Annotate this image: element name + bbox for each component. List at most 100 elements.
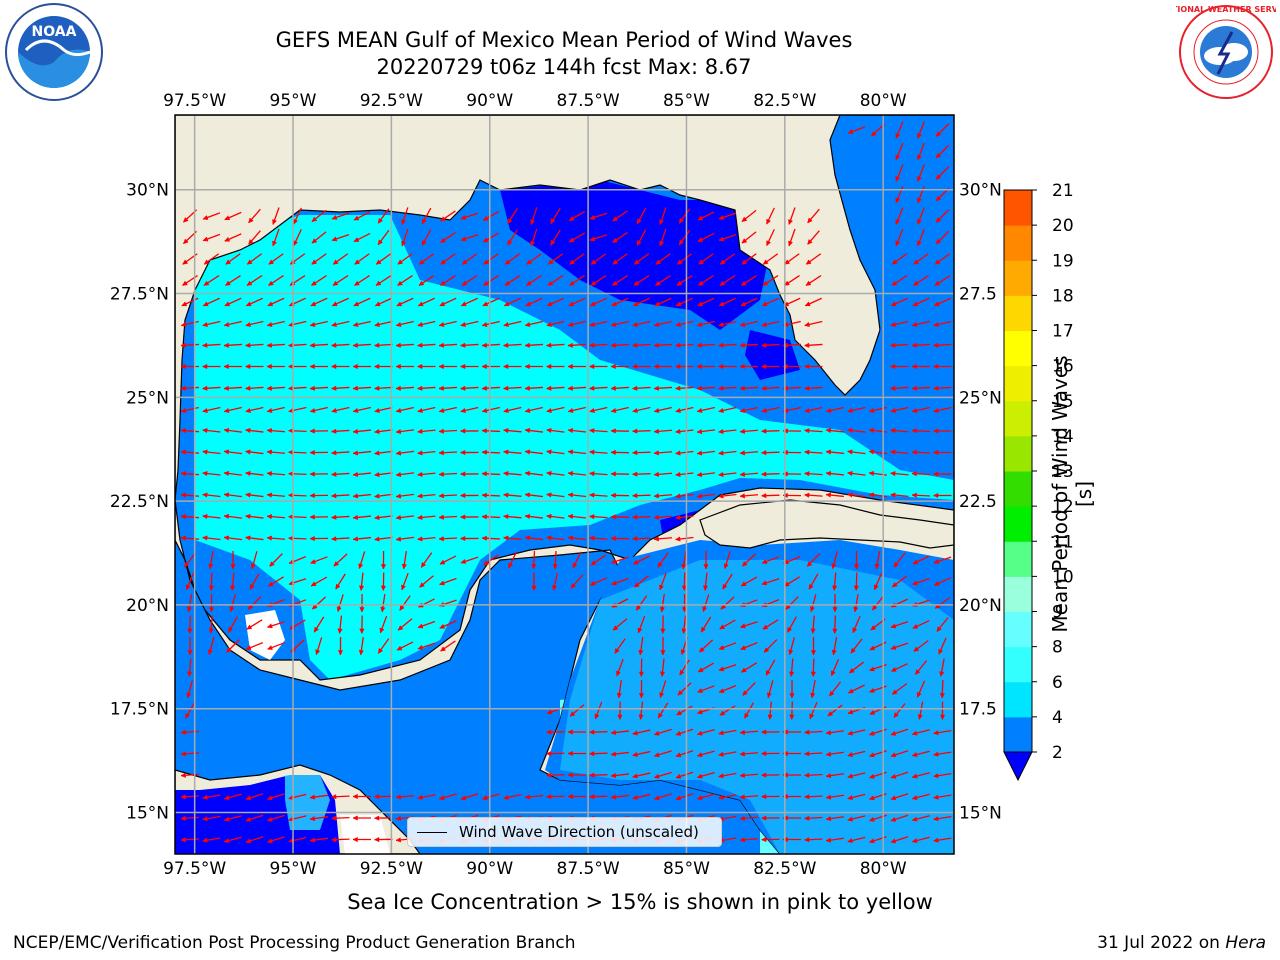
wave-direction-arrowhead — [352, 815, 358, 821]
wave-direction-arrowhead — [417, 301, 424, 307]
wave-direction-arrowhead — [610, 794, 617, 800]
wave-direction-arrowhead — [696, 342, 702, 348]
wave-direction-arrowhead — [893, 712, 899, 718]
lon-tick-label-bottom: 87.5°W — [557, 859, 620, 879]
wave-direction-arrowhead — [567, 342, 573, 348]
wave-direction-arrowhead — [917, 240, 922, 247]
wave-direction-arrowhead — [889, 428, 896, 434]
wave-direction-arrowhead — [546, 470, 552, 477]
wave-direction-arrowhead — [891, 259, 898, 265]
wave-direction-arrowhead — [359, 628, 365, 635]
wave-direction-arrowhead — [932, 428, 939, 434]
wave-direction-arrowhead — [418, 280, 425, 286]
wave-direction-arrowhead — [266, 838, 273, 844]
wave-direction-arrowhead — [331, 321, 337, 327]
wave-direction-arrowhead — [439, 623, 446, 629]
wave-direction-arrowhead — [267, 301, 274, 307]
wave-direction-arrowhead — [416, 428, 423, 435]
wave-direction-arrowhead — [657, 561, 663, 568]
wave-direction-arrowhead — [309, 794, 316, 800]
wave-direction-arrowhead — [223, 535, 230, 541]
wave-direction-arrowhead — [352, 536, 359, 542]
wave-direction-arrowhead — [680, 649, 686, 656]
wave-direction-arrowhead — [939, 671, 945, 677]
wave-direction-arrowhead — [718, 321, 724, 327]
wave-direction-arrowhead — [868, 687, 875, 693]
wave-direction-arrowhead — [311, 259, 318, 265]
wave-direction-arrowhead — [674, 536, 681, 542]
lon-tick-label-top: 95°W — [270, 91, 317, 111]
wave-direction-arrowhead — [891, 280, 898, 286]
wave-direction-arrowhead — [912, 280, 919, 286]
wave-direction-arrowhead — [395, 536, 402, 542]
wave-direction-arrowhead — [935, 195, 942, 202]
wave-direction-arrowhead — [933, 730, 939, 736]
wave-direction-arrowhead — [416, 385, 423, 391]
wave-direction-arrowhead — [438, 450, 444, 456]
wave-direction-arrowhead — [719, 710, 726, 716]
wave-direction-arrowhead — [848, 667, 855, 674]
wave-direction-arrowhead — [460, 558, 467, 564]
lon-tick-label-top: 90°W — [466, 91, 513, 111]
wave-direction-arrowhead — [889, 449, 896, 455]
wave-direction-arrowhead — [589, 301, 596, 307]
wave-direction-arrowhead — [847, 837, 853, 844]
wave-direction-arrowhead — [266, 623, 273, 629]
wave-direction-arrowhead — [589, 407, 595, 413]
wave-direction-arrowhead — [201, 470, 208, 477]
wave-direction-arrowhead — [247, 604, 254, 610]
wave-direction-arrowhead — [335, 583, 341, 590]
wave-direction-arrowhead — [807, 217, 813, 224]
lon-tick-label-bottom: 82.5°W — [753, 859, 816, 879]
wave-direction-arrowhead — [266, 535, 272, 541]
colorbar-segment — [1004, 541, 1032, 577]
wave-direction-arrowhead — [933, 773, 939, 779]
wave-direction-arrowhead — [545, 342, 552, 348]
wave-direction-arrowhead — [808, 583, 814, 590]
wave-direction-arrowhead — [567, 470, 574, 477]
wave-direction-arrowhead — [810, 671, 816, 678]
wave-direction-arrowhead — [933, 794, 939, 800]
wave-direction-arrowhead — [417, 794, 423, 800]
wave-direction-arrowhead — [739, 729, 745, 735]
wave-direction-arrowhead — [590, 280, 597, 286]
wave-direction-arrowhead — [353, 237, 360, 242]
wave-direction-arrowhead — [309, 342, 315, 348]
wave-direction-arrowhead — [653, 342, 659, 348]
wave-direction-arrowhead — [632, 730, 638, 736]
wave-direction-arrowhead — [590, 259, 597, 265]
wave-direction-arrowhead — [352, 321, 359, 327]
wave-direction-arrowhead — [332, 259, 339, 265]
wave-direction-arrowhead — [567, 793, 573, 800]
wave-direction-arrowhead — [310, 559, 316, 564]
wave-direction-arrowhead — [723, 563, 729, 570]
colorbar: 2 4 6 8 9 10 11 12 13 14 15 16 17 18 19 20 21 — [1003, 181, 1074, 782]
legend-label: Wind Wave Direction (unscaled) — [459, 823, 699, 841]
nws-logo: NATIONAL WEATHER SERVICE — [1160, 2, 1280, 102]
wave-direction-arrowhead — [767, 714, 773, 721]
wave-direction-arrowhead — [228, 626, 234, 633]
wave-direction-arrowhead — [868, 492, 875, 498]
wave-direction-arrowhead — [893, 561, 899, 568]
wave-direction-arrowhead — [504, 280, 511, 286]
wave-direction-arrowhead — [631, 363, 638, 370]
wave-direction-arrowhead — [202, 407, 208, 413]
colorbar-segment — [1004, 295, 1032, 331]
wave-direction-arrowhead — [419, 582, 425, 588]
wave-direction-arrowhead — [825, 751, 832, 757]
wave-direction-arrowhead — [895, 197, 901, 204]
wave-direction-arrowhead — [697, 237, 704, 242]
wave-direction-arrowhead — [266, 363, 272, 370]
wave-direction-arrowhead — [395, 342, 401, 348]
wave-direction-arrowhead — [375, 259, 382, 265]
lat-tick-label-right: 27.5 — [959, 285, 997, 305]
wave-direction-arrowhead — [568, 280, 575, 286]
wave-direction-arrowhead — [438, 428, 444, 434]
lon-tick-label-top: 80°W — [860, 91, 907, 111]
wave-direction-arrowhead — [631, 514, 638, 520]
wave-direction-arrowhead — [847, 773, 853, 779]
wave-direction-arrowhead — [502, 535, 509, 541]
wave-direction-arrowhead — [616, 670, 621, 677]
wave-direction-arrowhead — [201, 535, 208, 541]
wave-direction-arrowhead — [868, 427, 875, 434]
